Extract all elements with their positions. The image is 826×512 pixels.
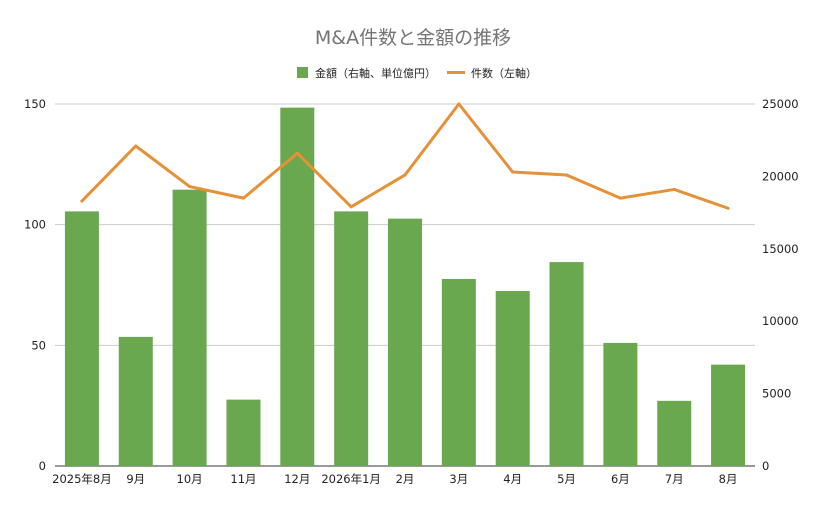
line-point: [726, 206, 730, 210]
right-tick-label: 15000: [762, 242, 799, 256]
chart-title: M&A件数と金額の推移: [315, 27, 511, 49]
bar: [334, 211, 369, 466]
line-series: [80, 102, 730, 210]
legend: 金額（右軸、単位億円） 件数（左軸）: [297, 66, 537, 80]
bar: [495, 291, 530, 466]
left-tick-label: 0: [39, 459, 46, 473]
x-tick-label: 10月: [177, 472, 203, 486]
left-axis: 0 50 100 150: [24, 97, 46, 473]
line-point: [349, 205, 353, 209]
legend-swatch-amount: [297, 67, 308, 78]
x-tick-label: 2025年8月: [52, 472, 112, 486]
line-point: [241, 196, 245, 200]
line-point: [403, 173, 407, 177]
x-tick-label: 6月: [611, 472, 630, 486]
left-tick-label: 100: [24, 218, 46, 232]
bar: [711, 364, 746, 466]
line-point: [457, 102, 461, 106]
bar: [549, 262, 584, 466]
x-tick-label: 9月: [126, 472, 145, 486]
line-point: [80, 199, 84, 203]
left-tick-label: 50: [31, 338, 46, 352]
bar: [118, 336, 153, 466]
x-axis: 2025年8月 9月 10月 11月 12月 2026年1月 2月 3月 4月 5月 6月 7月 8月: [52, 472, 737, 486]
left-tick-label: 150: [24, 97, 46, 111]
bar: [657, 400, 692, 466]
x-tick-label: 7月: [665, 472, 684, 486]
line-point: [565, 173, 569, 177]
right-tick-label: 10000: [762, 314, 799, 328]
line-point: [672, 187, 676, 191]
right-tick-label: 0: [762, 459, 769, 473]
bar: [388, 218, 422, 466]
x-tick-label: 8月: [719, 472, 738, 486]
bar: [64, 211, 99, 466]
x-tick-label: 5月: [557, 472, 576, 486]
right-tick-label: 5000: [762, 387, 791, 401]
line-point: [511, 170, 515, 174]
x-tick-label: 11月: [230, 472, 256, 486]
x-tick-label: 12月: [284, 472, 310, 486]
legend-label-amount: 金額（右軸、単位億円）: [315, 66, 436, 80]
x-tick-label: 4月: [503, 472, 522, 486]
bar: [441, 278, 476, 466]
x-tick-label: 2月: [396, 472, 415, 486]
bar: [172, 189, 207, 466]
line-point: [295, 151, 299, 155]
x-tick-label: 3月: [449, 472, 468, 486]
line-point: [134, 144, 138, 148]
line-point: [618, 196, 622, 200]
line-point: [188, 185, 192, 189]
right-tick-label: 20000: [762, 169, 799, 183]
bar-series: [64, 107, 746, 467]
right-axis: 0 5000 10000 15000 20000 25000: [762, 97, 799, 473]
bar: [226, 399, 261, 466]
x-tick-label: 2026年1月: [321, 472, 381, 486]
legend-label-count: 件数（左軸）: [471, 66, 537, 80]
right-tick-label: 25000: [762, 97, 799, 111]
bar: [280, 107, 315, 467]
bar: [603, 342, 638, 466]
